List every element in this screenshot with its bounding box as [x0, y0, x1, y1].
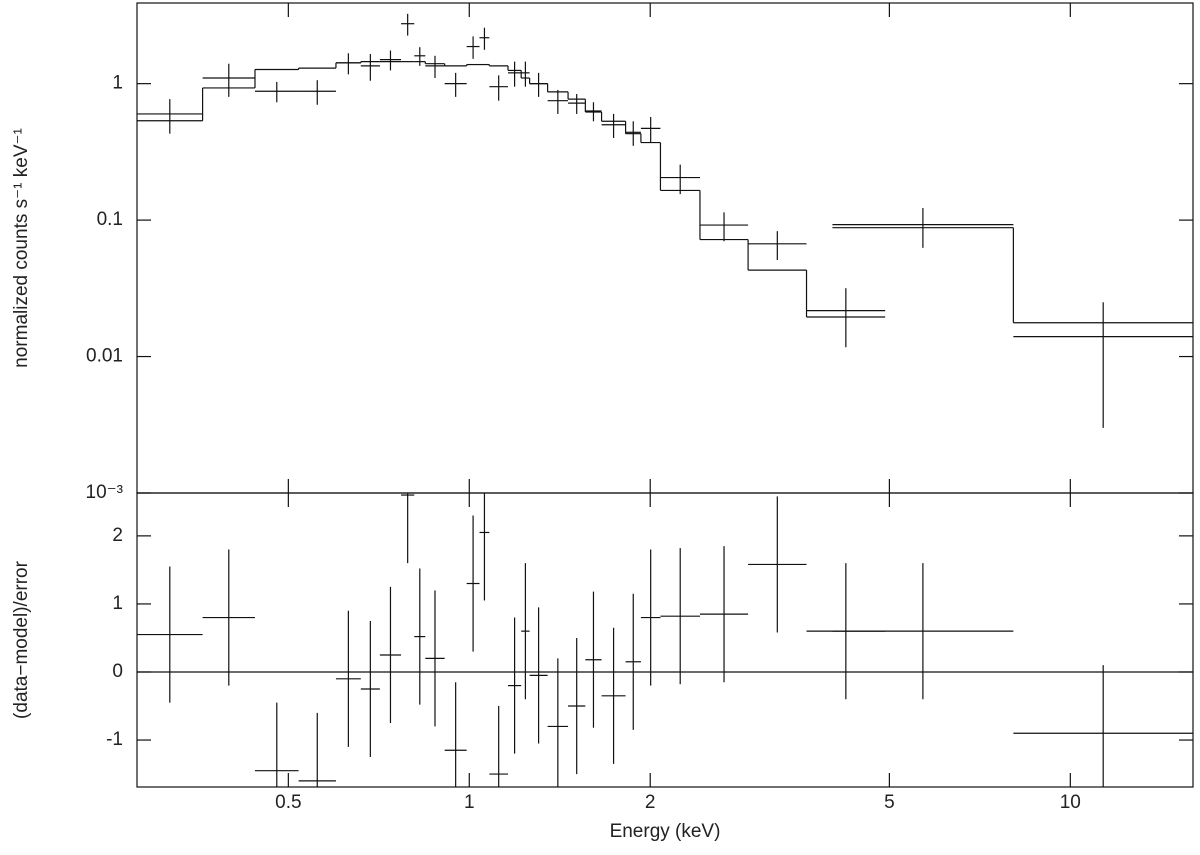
y-tick-label: 0	[112, 661, 123, 682]
x-tick-label: 2	[645, 792, 656, 813]
plot-frame	[136, 492, 1194, 788]
x-tick-label: 0.5	[275, 792, 301, 813]
y-tick-label: 10⁻³	[86, 482, 124, 503]
x-tick-label: 10	[1060, 792, 1081, 813]
y-tick-label: 0.1	[97, 209, 123, 230]
x-tick-label: 5	[884, 792, 895, 813]
x-axis-label: Energy (keV)	[610, 821, 721, 842]
y-axis-label: (data−model)/error	[11, 560, 32, 719]
plot-frame	[136, 2, 1194, 494]
y-tick-label: 1	[112, 73, 123, 94]
y-tick-label: -1	[106, 729, 123, 750]
y-axis-label: normalized counts s⁻¹ keV⁻¹	[11, 128, 32, 368]
y-tick-label: 2	[112, 525, 123, 546]
y-tick-label: 0.01	[86, 346, 123, 367]
x-tick-label: 1	[464, 792, 475, 813]
y-tick-label: 1	[112, 593, 123, 614]
data-layer	[137, 493, 1193, 787]
data-layer	[137, 13, 1193, 428]
